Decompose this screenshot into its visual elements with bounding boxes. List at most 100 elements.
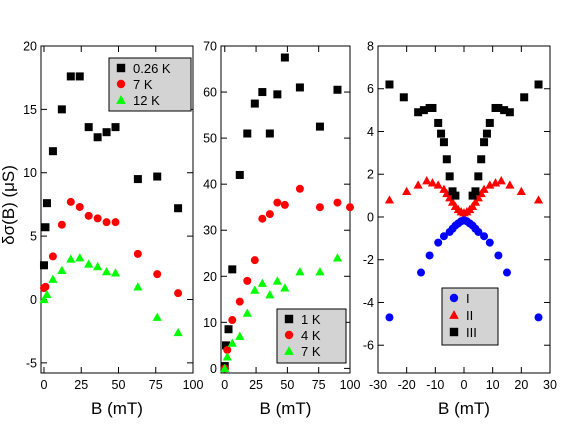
y-tick-label: 5 xyxy=(30,230,37,244)
data-point xyxy=(102,218,111,227)
y-tick-label: -5 xyxy=(26,356,37,370)
legend-marker xyxy=(116,79,126,89)
data-point xyxy=(265,129,274,138)
x-tick-label: 0 xyxy=(221,378,228,392)
data-point xyxy=(250,256,259,265)
data-point xyxy=(448,187,457,196)
x-tick-label: -10 xyxy=(426,378,444,392)
data-point xyxy=(235,170,244,179)
data-point xyxy=(505,180,515,189)
chart-panel-left: 0 25 50 75 100 -5 0 5 10 15 20 B (mT) 0.26 K7 K12 K xyxy=(23,40,203,419)
data-point xyxy=(439,138,448,147)
data-point xyxy=(315,122,324,131)
data-point xyxy=(315,267,325,276)
x-tick-label: 30 xyxy=(543,378,557,392)
data-point xyxy=(333,85,342,94)
x-tick-label: 10 xyxy=(486,378,500,392)
series-0-26-k xyxy=(39,72,183,270)
data-point xyxy=(75,72,84,81)
y-tick-label: 6 xyxy=(367,82,374,96)
data-point xyxy=(414,108,423,117)
series-7-k xyxy=(220,253,343,373)
y-tick-label: 60 xyxy=(203,86,217,100)
data-point xyxy=(75,202,84,211)
data-point xyxy=(520,93,529,102)
data-point xyxy=(295,83,304,92)
series-12-k xyxy=(39,253,183,337)
x-axis-title: B (mT) xyxy=(260,399,312,418)
x-tick-label: 100 xyxy=(340,378,361,392)
legend-marker xyxy=(449,327,459,337)
data-point xyxy=(479,184,489,193)
data-point xyxy=(242,308,252,317)
data-point xyxy=(494,251,503,260)
data-point xyxy=(243,129,252,138)
data-point xyxy=(434,238,443,247)
data-point xyxy=(315,203,324,212)
data-point xyxy=(272,276,282,285)
data-point xyxy=(153,270,162,279)
data-point xyxy=(57,105,66,114)
data-point xyxy=(93,261,103,271)
data-point xyxy=(385,313,394,322)
data-point xyxy=(470,197,481,206)
legend-marker xyxy=(449,310,459,319)
data-point xyxy=(66,197,75,206)
y-tick-label: 50 xyxy=(203,132,217,146)
x-tick-label: 50 xyxy=(280,378,294,392)
data-point xyxy=(258,214,267,223)
data-point xyxy=(110,268,121,277)
data-point xyxy=(153,172,162,181)
legend: 1 K4 K7 K xyxy=(276,308,347,364)
data-point xyxy=(434,118,443,127)
data-point xyxy=(133,282,143,291)
series-7-k xyxy=(39,197,183,298)
legend-marker xyxy=(116,63,126,73)
legend-marker xyxy=(284,330,294,340)
y-tick-label: -2 xyxy=(363,253,374,267)
data-point xyxy=(485,180,495,189)
data-point xyxy=(257,278,267,287)
y-tick-label: 15 xyxy=(23,103,37,117)
legend-label: III xyxy=(466,325,477,340)
legend-marker xyxy=(116,95,126,104)
y-tick-label: 20 xyxy=(203,270,217,284)
series-iii xyxy=(385,80,543,200)
data-point xyxy=(93,214,102,223)
data-point xyxy=(265,210,274,219)
data-point xyxy=(468,201,478,210)
data-point xyxy=(235,331,245,340)
data-point xyxy=(295,267,305,276)
data-point xyxy=(174,204,183,213)
data-point xyxy=(280,200,289,209)
data-point xyxy=(39,261,48,270)
x-tick-label: -30 xyxy=(369,378,387,392)
x-tick-label: 0 xyxy=(41,378,48,392)
data-point xyxy=(66,72,75,81)
y-tick-label: 4 xyxy=(367,125,374,139)
data-point xyxy=(228,316,237,325)
legend-marker xyxy=(284,346,294,355)
data-point xyxy=(84,259,94,268)
y-tick-label: 2 xyxy=(367,168,374,182)
y-tick-label: 70 xyxy=(203,40,217,54)
y-tick-label: 0 xyxy=(367,210,374,224)
data-point xyxy=(273,198,282,207)
data-point xyxy=(152,312,162,321)
y-tick-label: 10 xyxy=(23,166,37,180)
data-point xyxy=(480,138,489,147)
data-point xyxy=(333,198,342,207)
x-axis-title: B (mT) xyxy=(438,399,490,418)
data-point xyxy=(224,325,233,334)
y-tick-label: 40 xyxy=(203,178,217,192)
data-point xyxy=(413,180,423,189)
data-point xyxy=(101,267,112,276)
data-point xyxy=(346,203,354,212)
x-tick-label: -20 xyxy=(398,378,416,392)
data-point xyxy=(93,133,102,142)
data-point xyxy=(474,172,483,181)
data-point xyxy=(173,327,183,337)
data-point xyxy=(402,186,412,196)
data-point xyxy=(227,338,237,347)
